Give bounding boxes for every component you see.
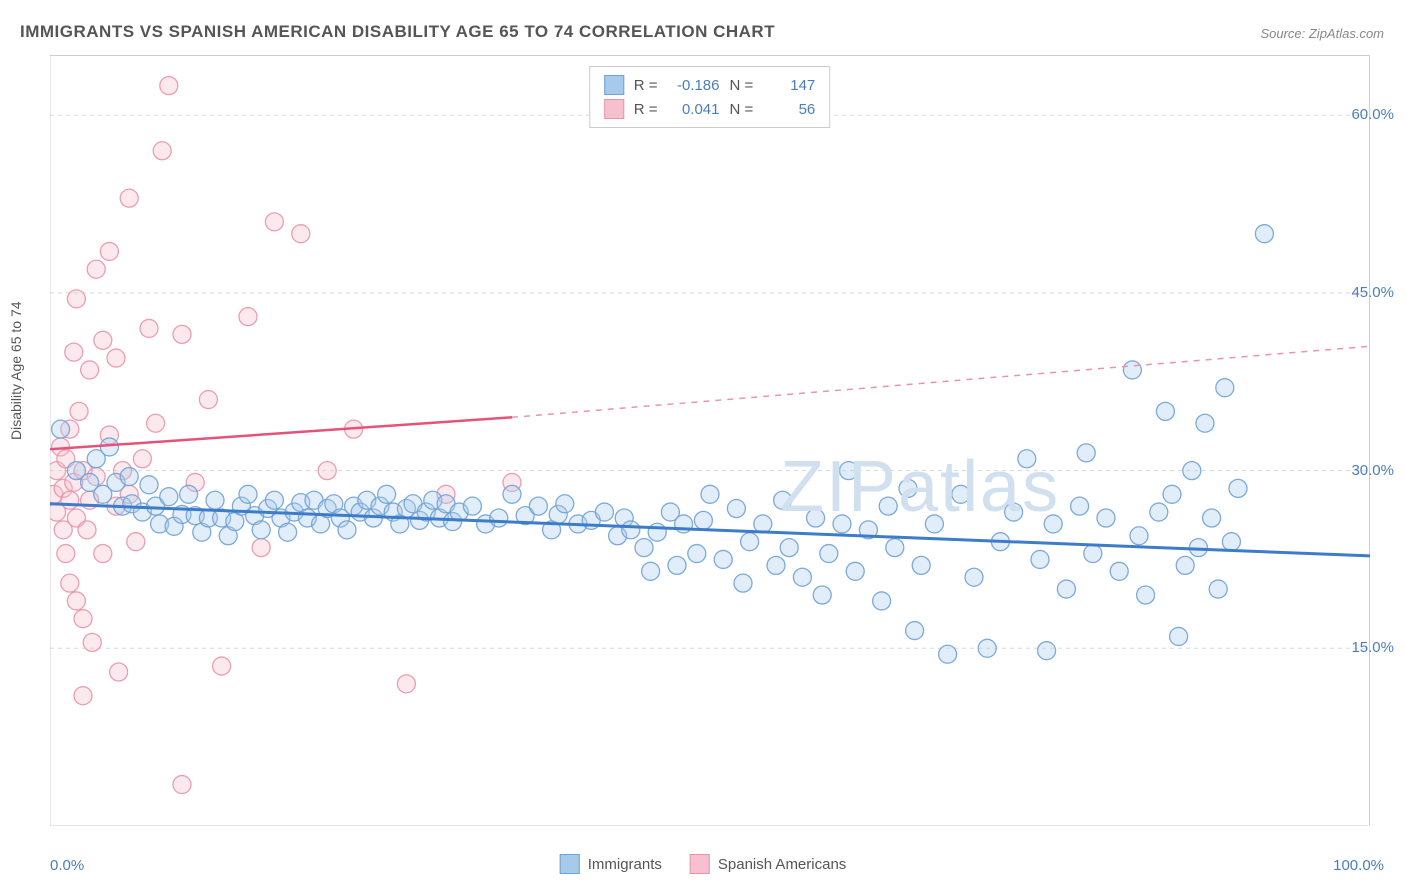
y-tick-label: 45.0% xyxy=(1351,284,1394,301)
watermark: ZIPatlas xyxy=(780,446,1060,528)
y-tick-label: 60.0% xyxy=(1351,106,1394,123)
swatch-spanish-icon xyxy=(690,854,710,874)
legend-item-immigrants: Immigrants xyxy=(560,854,662,874)
legend-row-spanish: R = 0.041 N = 56 xyxy=(604,97,816,121)
correlation-legend: R = -0.186 N = 147 R = 0.041 N = 56 xyxy=(589,66,831,128)
scatter-plot xyxy=(50,56,1370,826)
x-tick-label-right: 100.0% xyxy=(1333,857,1384,874)
chart-area: ZIPatlas R = -0.186 N = 147 R = 0.041 N … xyxy=(50,55,1370,825)
legend-row-immigrants: R = -0.186 N = 147 xyxy=(604,73,816,97)
chart-title: IMMIGRANTS VS SPANISH AMERICAN DISABILIT… xyxy=(20,22,775,42)
source-credit: Source: ZipAtlas.com xyxy=(1260,26,1384,41)
swatch-immigrants xyxy=(604,75,624,95)
swatch-immigrants-icon xyxy=(560,854,580,874)
swatch-spanish xyxy=(604,99,624,119)
y-axis-label: Disability Age 65 to 74 xyxy=(8,301,24,440)
y-tick-label: 30.0% xyxy=(1351,462,1394,479)
legend-label: Spanish Americans xyxy=(718,856,846,873)
y-tick-label: 15.0% xyxy=(1351,639,1394,656)
series-legend: Immigrants Spanish Americans xyxy=(560,854,847,874)
legend-label: Immigrants xyxy=(588,856,662,873)
x-tick-label-left: 0.0% xyxy=(50,857,84,874)
legend-item-spanish: Spanish Americans xyxy=(690,854,846,874)
